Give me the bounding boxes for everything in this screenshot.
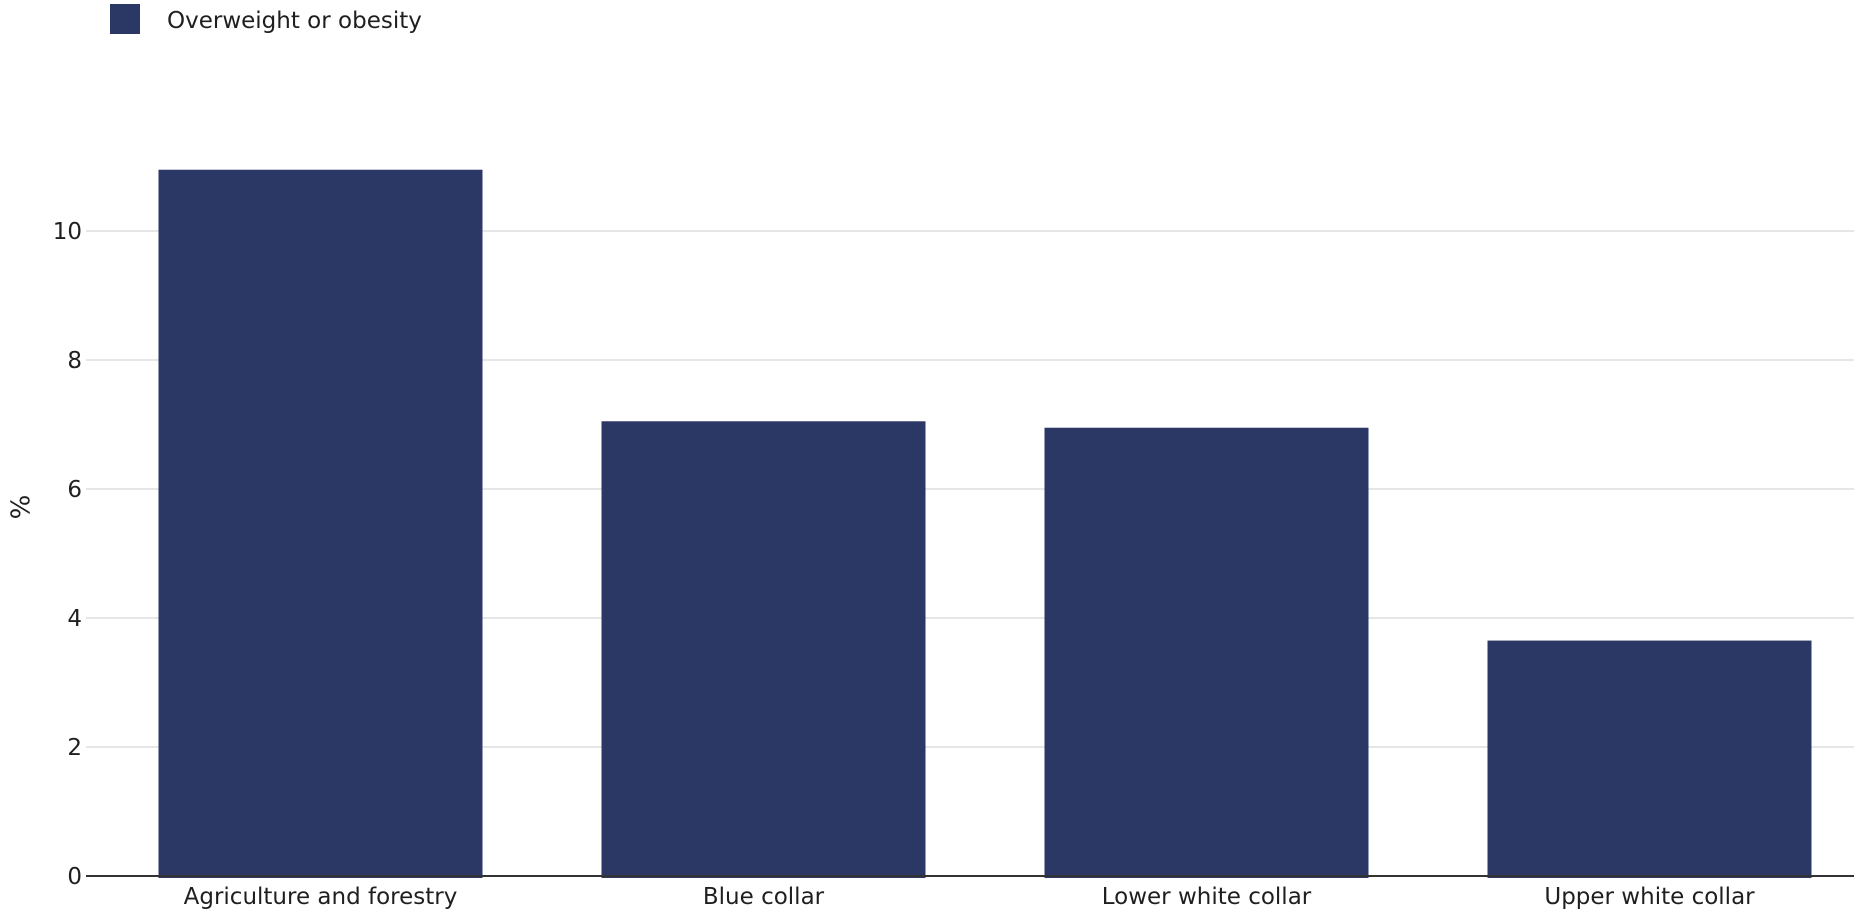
x-axis-ticks: Agriculture and forestry Blue collar Lower… <box>184 884 1756 910</box>
bar-lower-white-collar <box>1044 427 1369 878</box>
legend: Overweight or obesity <box>110 4 422 34</box>
y-axis-ticks: 0 2 4 6 8 10 <box>53 219 82 890</box>
y-axis-title: % <box>7 495 37 520</box>
legend-swatch <box>110 4 140 34</box>
bar-blue-collar <box>601 421 926 878</box>
bar-upper-white-collar <box>1487 640 1812 878</box>
y-tick-label: 2 <box>67 735 82 761</box>
x-tick-label: Blue collar <box>703 884 825 910</box>
bar-agriculture-and-forestry <box>158 169 483 879</box>
legend-label: Overweight or obesity <box>167 8 422 34</box>
y-tick-label: 0 <box>67 864 82 890</box>
y-tick-label: 10 <box>53 219 82 245</box>
y-tick-label: 8 <box>67 348 82 374</box>
y-tick-label: 4 <box>67 606 82 632</box>
y-tick-label: 6 <box>67 477 82 503</box>
bars <box>158 169 1812 879</box>
x-tick-label: Lower white collar <box>1102 884 1312 910</box>
x-tick-label: Upper white collar <box>1544 884 1755 910</box>
x-tick-label: Agriculture and forestry <box>184 884 458 910</box>
